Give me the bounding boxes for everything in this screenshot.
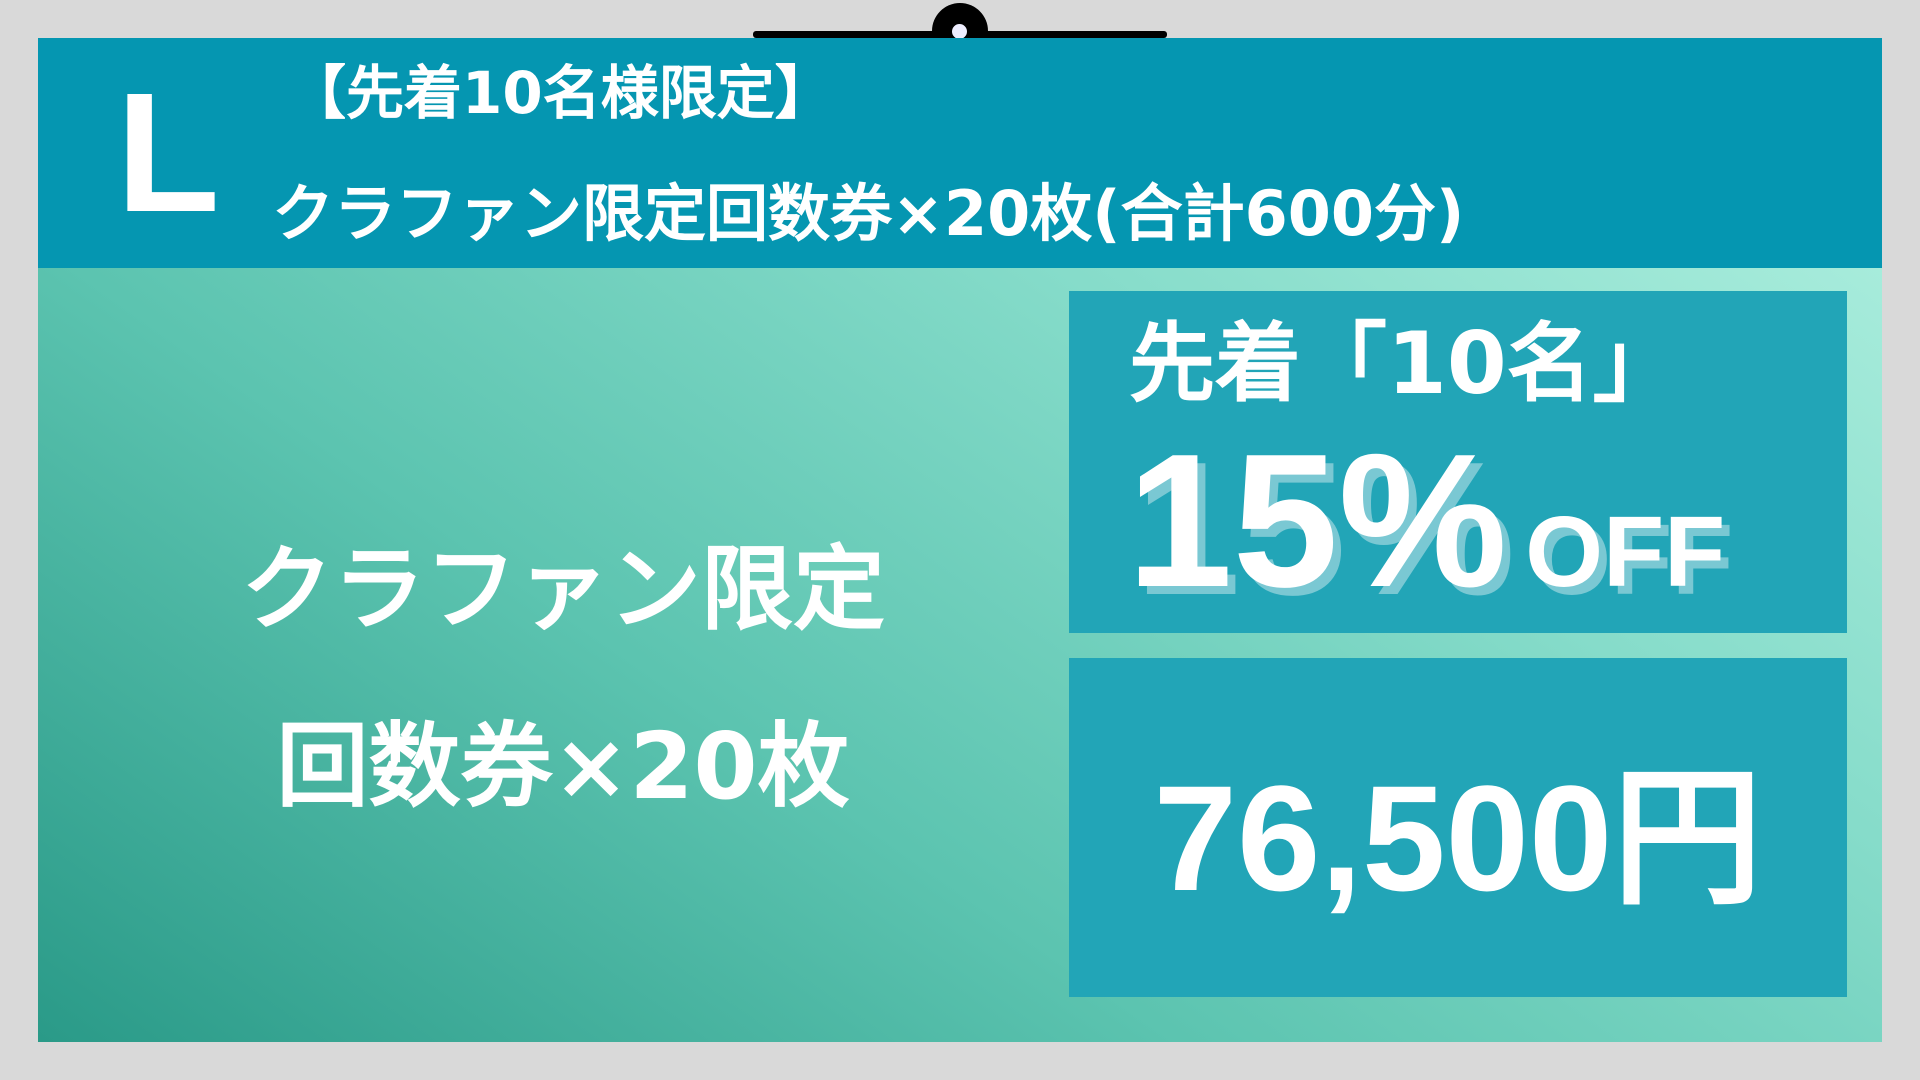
discount-box: 先着「10名」 15% OFF	[1069, 291, 1847, 633]
hanger-hole	[952, 24, 967, 39]
header-band: L 【先着10名様限定】 クラファン限定回数券×20枚(合計600分)	[38, 38, 1882, 268]
price-box: 76,500円	[1069, 658, 1847, 997]
discount-lead: 先着「10名」	[1129, 314, 1679, 414]
discount-percent: 15% OFF	[1127, 421, 1725, 652]
size-label: L	[116, 58, 220, 248]
ticket-card: L 【先着10名様限定】 クラファン限定回数券×20枚(合計600分) クラファ…	[38, 38, 1882, 1042]
main-text-line2: 回数券×20枚	[276, 713, 850, 820]
header-title: クラファン限定回数券×20枚(合計600分)	[272, 177, 1465, 250]
price-value: 76,500円	[1153, 754, 1763, 922]
off-label: OFF	[1525, 496, 1726, 608]
header-limited-text: 【先着10名様限定】	[288, 59, 833, 127]
percent-value: 15%	[1127, 415, 1508, 627]
main-text-line1: クラファン限定	[240, 536, 885, 643]
